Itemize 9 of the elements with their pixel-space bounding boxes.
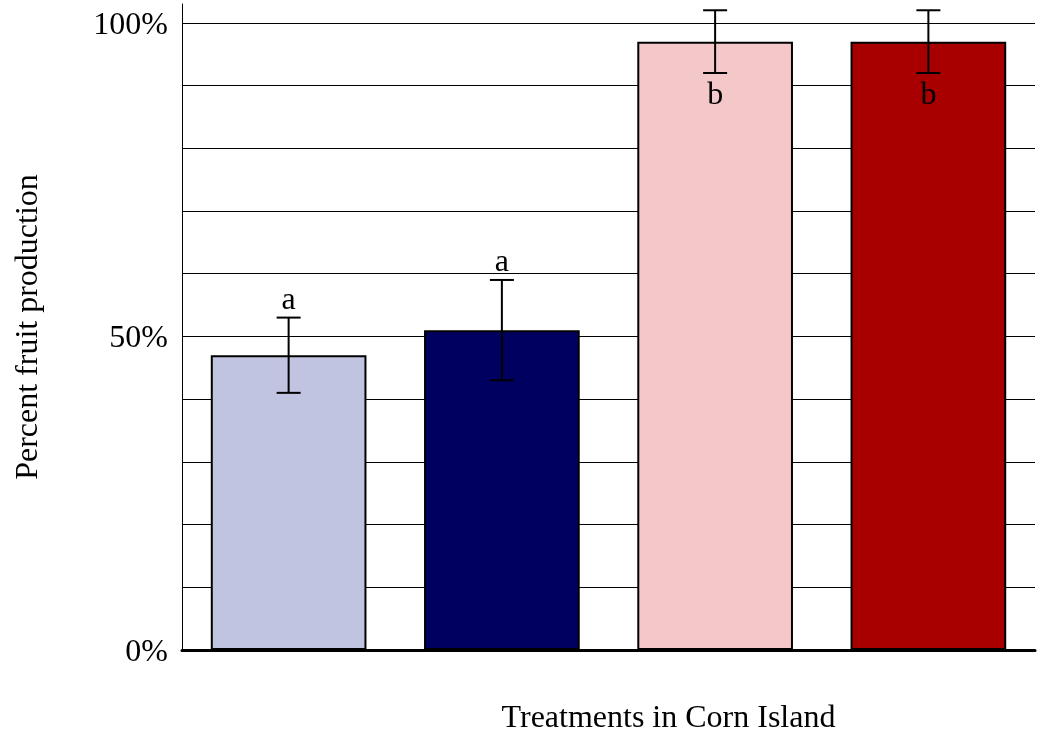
x-axis-title: Treatments in Corn Island: [501, 698, 836, 734]
y-tick-label: 100%: [93, 4, 168, 41]
annotation: b: [707, 74, 724, 111]
annotation: a: [494, 241, 509, 278]
y-tick-label: 50%: [109, 318, 168, 355]
y-axis-title: Percent fruit production: [8, 174, 44, 480]
y-tick-label: 0%: [125, 632, 168, 668]
annotation: a: [281, 279, 296, 316]
annotation: b: [920, 74, 937, 111]
